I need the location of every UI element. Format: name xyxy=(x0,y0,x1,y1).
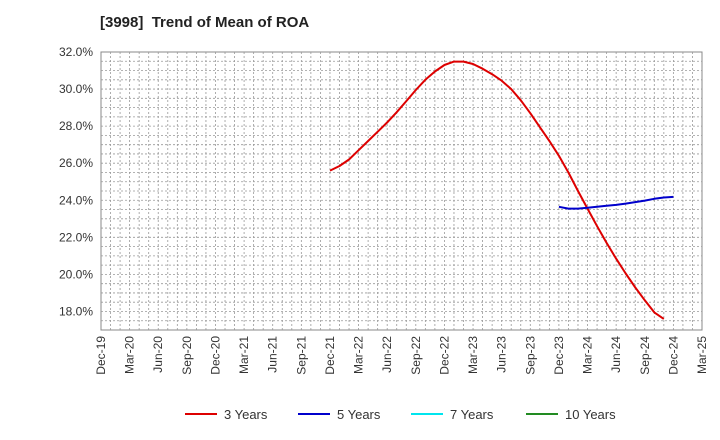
y-tick-label: 24.0% xyxy=(59,193,93,207)
x-tick-label: Sep-22 xyxy=(409,336,423,375)
y-tick-label: 22.0% xyxy=(59,230,93,244)
x-tick-label: Mar-24 xyxy=(581,336,595,374)
y-tick-label: 32.0% xyxy=(59,45,93,59)
x-tick-label: Jun-23 xyxy=(495,336,509,373)
x-tick-label: Mar-25 xyxy=(695,336,709,374)
x-tick-label: Jun-20 xyxy=(151,336,165,373)
y-tick-label: 28.0% xyxy=(59,119,93,133)
x-tick-label: Jun-22 xyxy=(380,336,394,373)
y-tick-label: 30.0% xyxy=(59,82,93,96)
x-tick-label: Sep-23 xyxy=(523,336,537,375)
x-tick-label: Mar-22 xyxy=(352,336,366,374)
series-line-3-years xyxy=(329,60,665,320)
x-tick-label: Dec-20 xyxy=(208,336,222,375)
legend-label-10-years: 10 Years xyxy=(565,407,616,422)
x-tick-label: Sep-20 xyxy=(180,336,194,375)
y-tick-label: 18.0% xyxy=(59,304,93,318)
y-tick-label: 26.0% xyxy=(59,156,93,170)
legend-label-5-years: 5 Years xyxy=(337,407,381,422)
x-tick-label: Mar-21 xyxy=(237,336,251,374)
series-line-5-years xyxy=(558,195,674,210)
legend: 3 Years 5 Years 7 Years 10 Years xyxy=(185,407,616,422)
legend-label-7-years: 7 Years xyxy=(450,407,494,422)
series-lines xyxy=(329,60,674,320)
x-tick-label: Mar-23 xyxy=(466,336,480,374)
y-tick-label: 20.0% xyxy=(59,267,93,281)
x-tick-label: Dec-24 xyxy=(666,336,680,375)
x-tick-label: Mar-20 xyxy=(123,336,137,374)
x-tick-label: Dec-23 xyxy=(552,336,566,375)
legend-label-3-years: 3 Years xyxy=(224,407,268,422)
y-axis-ticks: 18.0% 20.0% 22.0% 24.0% 26.0% 28.0% 30.0% 32.0% xyxy=(59,45,93,318)
x-tick-label: Dec-19 xyxy=(94,336,108,375)
chart-title: [3998] Trend of Mean of ROA xyxy=(100,14,310,31)
x-tick-label: Dec-21 xyxy=(323,336,337,375)
x-tick-label: Sep-24 xyxy=(638,336,652,375)
x-axis-ticks: Dec-19 Mar-20 Jun-20 Sep-20 Dec-20 Mar-21 Jun-… xyxy=(94,336,709,375)
x-tick-label: Sep-21 xyxy=(294,336,308,375)
x-tick-label: Dec-22 xyxy=(437,336,451,375)
x-tick-label: Jun-21 xyxy=(266,336,280,373)
x-tick-label: Jun-24 xyxy=(609,336,623,373)
